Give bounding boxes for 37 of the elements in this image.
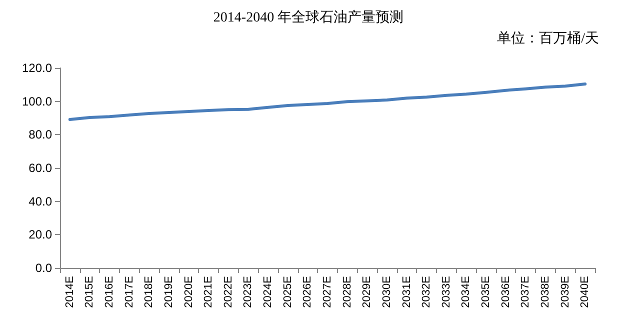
x-tick-label: 2029E bbox=[361, 276, 374, 308]
y-tick-label: 100.0 bbox=[22, 94, 52, 108]
x-tick-label: 2032E bbox=[420, 276, 433, 308]
y-tick-label: 80.0 bbox=[28, 128, 52, 142]
y-tick-label: 20.0 bbox=[28, 228, 52, 242]
x-tick-label: 2022E bbox=[222, 276, 234, 308]
x-tick-label: 2037E bbox=[520, 276, 532, 308]
x-tick-label: 2038E bbox=[539, 276, 552, 308]
y-tick-label: 40.0 bbox=[28, 194, 52, 208]
x-tick-label: 2017E bbox=[123, 276, 136, 308]
x-tick-label: 2027E bbox=[322, 276, 334, 308]
x-tick-label: 2030E bbox=[380, 276, 393, 308]
y-tick-label: 0.0 bbox=[35, 261, 52, 275]
x-tick-label: 2014E bbox=[64, 276, 76, 308]
x-tick-label: 2018E bbox=[143, 276, 156, 308]
x-tick-label: 2015E bbox=[84, 276, 96, 308]
x-tick-label: 2016E bbox=[104, 276, 116, 308]
x-tick-label: 2031E bbox=[400, 276, 413, 308]
x-tick-label: 2035E bbox=[480, 276, 492, 308]
text: 单位：百万桶/天 bbox=[497, 30, 599, 46]
x-tick-label: 2026E bbox=[302, 276, 314, 308]
x-tick-label: 2033E bbox=[440, 276, 452, 308]
y-tick-label: 60.0 bbox=[28, 161, 52, 175]
x-tick-label: 2028E bbox=[341, 276, 354, 308]
line-series bbox=[68, 82, 587, 121]
y-tick-label: 120.0 bbox=[22, 61, 52, 75]
x-tick-label: 2034E bbox=[460, 276, 472, 308]
x-tick-label: 2036E bbox=[500, 276, 512, 308]
x-tick-label: 2021E bbox=[202, 276, 215, 308]
chart-title: 2014-2040 年全球石油产量预测 bbox=[213, 10, 404, 26]
x-tick-label: 2020E bbox=[182, 276, 195, 308]
x-tick-label: 2025E bbox=[282, 276, 294, 308]
x-tick-label: 2024E bbox=[262, 276, 274, 308]
x-tick-label: 2023E bbox=[242, 276, 254, 308]
x-tick-label: 2040E bbox=[579, 276, 592, 308]
x-tick-label: 2039E bbox=[559, 276, 572, 308]
x-tick-label: 2019E bbox=[162, 276, 175, 308]
